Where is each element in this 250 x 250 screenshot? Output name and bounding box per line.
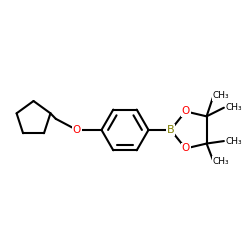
Text: O: O bbox=[182, 106, 190, 117]
Text: CH₃: CH₃ bbox=[213, 157, 230, 166]
Text: O: O bbox=[73, 125, 81, 135]
Text: CH₃: CH₃ bbox=[226, 103, 242, 112]
Text: CH₃: CH₃ bbox=[226, 136, 242, 145]
Text: O: O bbox=[182, 144, 190, 154]
Text: B: B bbox=[167, 125, 174, 135]
Text: CH₃: CH₃ bbox=[213, 91, 230, 100]
